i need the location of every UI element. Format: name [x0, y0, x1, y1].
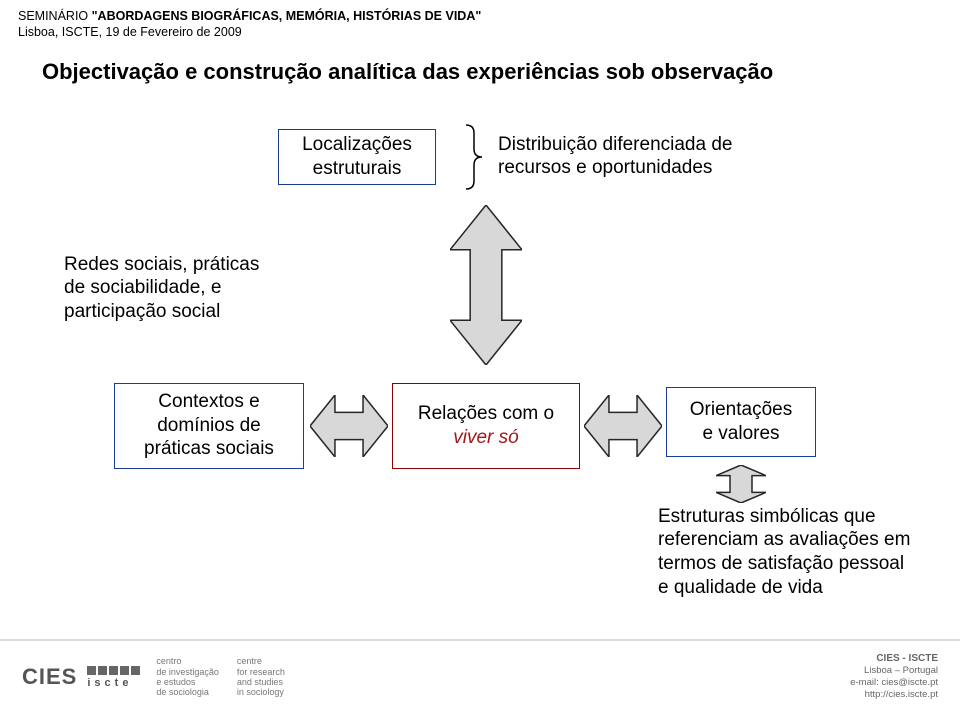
footer: CIES iscte centro de investigação e estu… — [0, 639, 960, 713]
footer-right-l1: Lisboa – Portugal — [850, 665, 938, 677]
iscte-word: iscte — [87, 677, 132, 689]
node-localizacoes: Localizaçõesestruturais — [278, 129, 436, 185]
header-prefix: SEMINÁRIO — [18, 9, 92, 23]
node-localizacoes-label: Localizaçõesestruturais — [302, 133, 412, 181]
footer-right: CIES - ISCTE Lisboa – Portugal e-mail: c… — [850, 653, 938, 701]
fc-en-2: and studies — [237, 677, 285, 687]
header-line-1: SEMINÁRIO "ABORDAGENS BIOGRÁFICAS, MEMÓR… — [18, 8, 942, 24]
header-bold: "ABORDAGENS BIOGRÁFICAS, MEMÓRIA, HISTÓR… — [92, 9, 482, 23]
node-contextos: Contextos edomínios depráticas sociais — [114, 383, 304, 469]
fc-en-3: in sociology — [237, 687, 285, 697]
footer-left: CIES iscte centro de investigação e estu… — [22, 656, 285, 697]
footer-right-l3: http://cies.iscte.pt — [850, 689, 938, 701]
node-contextos-label: Contextos edomínios depráticas sociais — [144, 390, 274, 461]
fc-pt-0: centro — [156, 656, 219, 666]
seminar-header: SEMINÁRIO "ABORDAGENS BIOGRÁFICAS, MEMÓR… — [0, 0, 960, 45]
node-orientacoes: Orientaçõese valores — [666, 387, 816, 457]
curly-brace-icon — [462, 123, 488, 199]
node-relacoes: Relações com o viver só — [392, 383, 580, 469]
footer-col-en: centre for research and studies in socio… — [237, 656, 285, 697]
page-title: Objectivação e construção analítica das … — [42, 59, 960, 85]
node-orientacoes-label: Orientaçõese valores — [690, 398, 792, 446]
node-redes-label: Redes sociais, práticasde sociabilidade,… — [64, 254, 259, 323]
fc-en-0: centre — [237, 656, 285, 666]
relacoes-line1: Relações com o — [418, 402, 554, 426]
fc-en-1: for research — [237, 667, 285, 677]
footer-right-title: CIES - ISCTE — [850, 653, 938, 666]
node-distribuicao: Distribuição diferenciada derecursos e o… — [498, 133, 732, 181]
relacoes-line2: viver só — [418, 426, 554, 450]
double-arrow-vertical-icon — [450, 205, 522, 365]
node-estruturas: Estruturas simbólicas quereferenciam as … — [658, 505, 910, 600]
header-line-2: Lisboa, ISCTE, 19 de Fevereiro de 2009 — [18, 24, 942, 40]
cies-logo: CIES — [22, 664, 77, 690]
node-distribuicao-label: Distribuição diferenciada derecursos e o… — [498, 134, 732, 179]
fc-pt-1: de investigação — [156, 667, 219, 677]
node-redes: Redes sociais, práticasde sociabilidade,… — [64, 253, 259, 324]
node-estruturas-label: Estruturas simbólicas quereferenciam as … — [658, 506, 910, 598]
fc-pt-2: e estudos — [156, 677, 219, 687]
footer-center: centro de investigação e estudos de soci… — [156, 656, 285, 697]
double-arrow-left-icon — [310, 395, 388, 457]
diagram-canvas: Localizaçõesestruturais Distribuição dif… — [0, 85, 960, 645]
fc-pt-3: de sociologia — [156, 687, 219, 697]
footer-col-pt: centro de investigação e estudos de soci… — [156, 656, 219, 697]
double-arrow-down-icon — [716, 465, 766, 503]
double-arrow-right-icon — [584, 395, 662, 457]
iscte-squares-icon — [87, 666, 140, 675]
footer-right-l2: e-mail: cies@iscte.pt — [850, 677, 938, 689]
